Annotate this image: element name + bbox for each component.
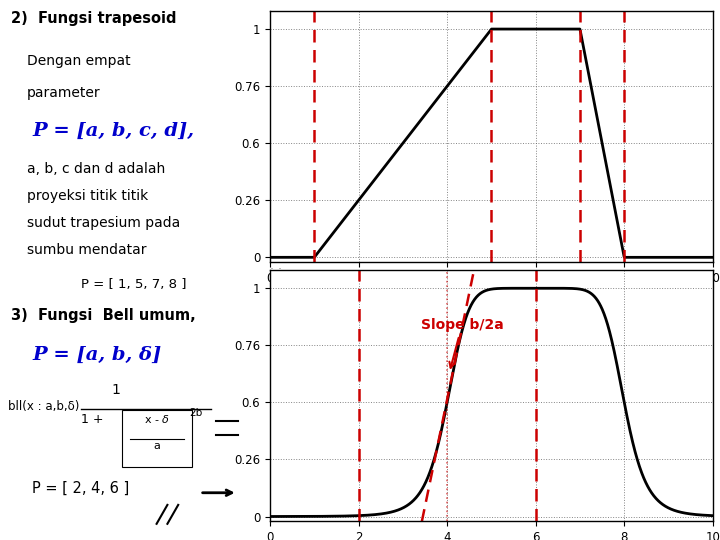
Text: a, b, c dan d adalah: a, b, c dan d adalah bbox=[27, 162, 166, 176]
Text: 1: 1 bbox=[112, 383, 120, 397]
Text: 2)  Fungsi trapesoid: 2) Fungsi trapesoid bbox=[11, 11, 176, 26]
Text: sudut trapesium pada: sudut trapesium pada bbox=[27, 216, 180, 230]
Text: P = [ 1, 5, 7, 8 ]: P = [ 1, 5, 7, 8 ] bbox=[81, 278, 186, 291]
Text: x - $\delta$: x - $\delta$ bbox=[143, 413, 170, 425]
Text: 1 +: 1 + bbox=[81, 413, 104, 426]
Text: 2b: 2b bbox=[189, 408, 202, 418]
Text: Dengan empat: Dengan empat bbox=[27, 54, 130, 68]
Text: 3)  Fungsi  Bell umum,: 3) Fungsi Bell umum, bbox=[11, 308, 196, 323]
Text: Slope b/2a: Slope b/2a bbox=[420, 319, 503, 368]
Text: a: a bbox=[153, 442, 160, 451]
Text: P = [a, b, c, d],: P = [a, b, c, d], bbox=[32, 122, 194, 139]
Text: parameter: parameter bbox=[27, 86, 101, 100]
Text: d: d bbox=[618, 302, 630, 317]
Text: a: a bbox=[309, 302, 320, 317]
Text: sumbu mendatar: sumbu mendatar bbox=[27, 243, 146, 257]
Text: b: b bbox=[486, 302, 497, 317]
Text: proyeksi titik titik: proyeksi titik titik bbox=[27, 189, 148, 203]
Text: . .: . . bbox=[270, 259, 282, 272]
Text: P = [ 2, 4, 6 ]: P = [ 2, 4, 6 ] bbox=[32, 481, 130, 496]
Text: bll(x : a,b,δ): bll(x : a,b,δ) bbox=[8, 400, 79, 413]
Text: c: c bbox=[575, 302, 585, 317]
Text: P = [a, b, δ]: P = [a, b, δ] bbox=[32, 346, 162, 363]
